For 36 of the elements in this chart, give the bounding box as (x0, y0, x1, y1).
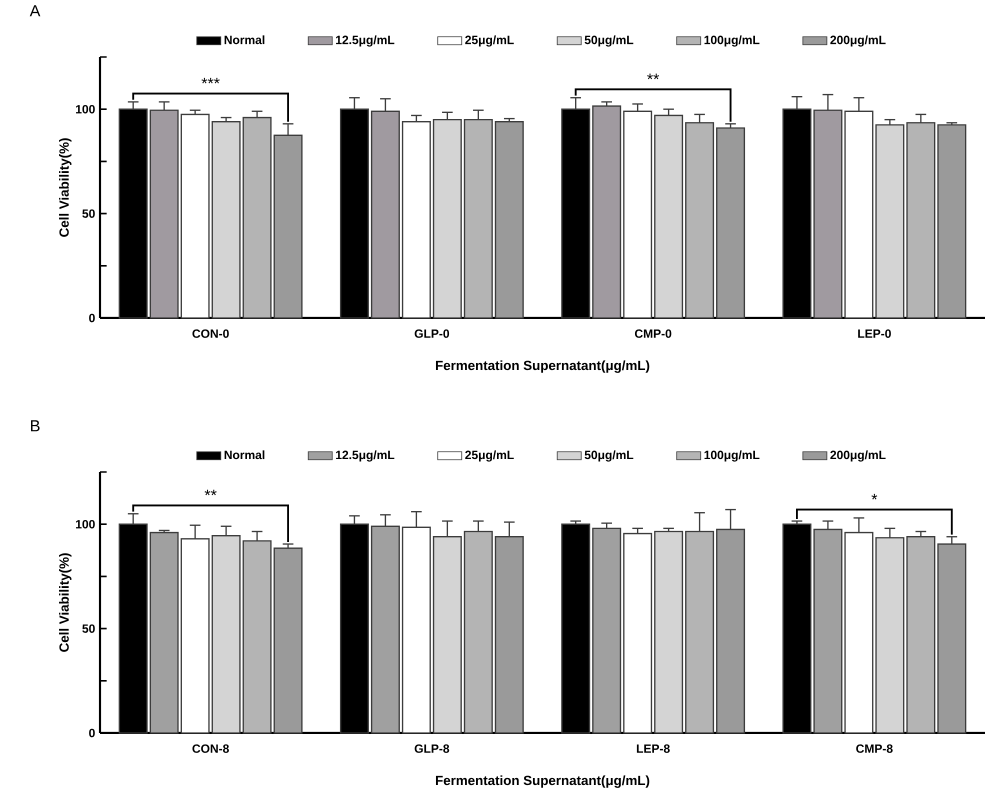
legend-label: 25μg/mL (465, 35, 514, 47)
annotation: *** (202, 78, 220, 84)
legend-label: 200μg/mL (830, 450, 886, 462)
legend-label: Normal (224, 450, 264, 460)
legend-label: 100μg/mL (704, 35, 760, 47)
x-tick-label: GLP-8 (414, 744, 450, 753)
chart-title: B (31, 420, 40, 432)
legend-label: 100μg/mL (704, 450, 760, 462)
y-tick-label: 100 (76, 520, 95, 528)
x-tick-label: CON-8 (192, 744, 229, 753)
y-tick-label: 0 (89, 314, 95, 322)
annotation: ** (204, 490, 217, 496)
x-axis-title: Fermentation Supernatant(μg/mL) (436, 360, 650, 373)
x-tick-label: CMP-8 (856, 744, 893, 753)
legend-label: 12.5μg/mL (336, 450, 394, 462)
legend-label: 12.5μg/mL (336, 35, 394, 47)
y-axis-title: Cell Viability(%) (59, 138, 72, 237)
legend-label: Normal (224, 35, 264, 44)
y-tick-label: 0 (89, 728, 95, 738)
y-axis-title: Cell Viability(%) (59, 553, 72, 652)
x-tick-label: GLP-0 (414, 329, 450, 338)
x-tick-label: CMP-0 (634, 329, 672, 338)
y-tick-label: 50 (82, 624, 95, 633)
legend-label: 50μg/mL (584, 450, 634, 462)
x-tick-label: LEP-0 (858, 329, 891, 338)
annotation: ** (647, 74, 660, 80)
legend-label: 50μg/mL (584, 35, 634, 47)
x-tick-label: LEP-8 (636, 744, 670, 753)
annotation: * (872, 494, 878, 500)
legend-label: 25μg/mL (465, 450, 514, 462)
y-tick-label: 50 (82, 209, 95, 218)
y-tick-label: 100 (76, 104, 95, 114)
legend-label: 200μg/mL (830, 35, 886, 47)
x-axis-title: Fermentation Supernatant(μg/mL) (436, 775, 650, 788)
x-tick-label: CON-0 (192, 329, 229, 338)
chart-title: A (30, 5, 40, 16)
